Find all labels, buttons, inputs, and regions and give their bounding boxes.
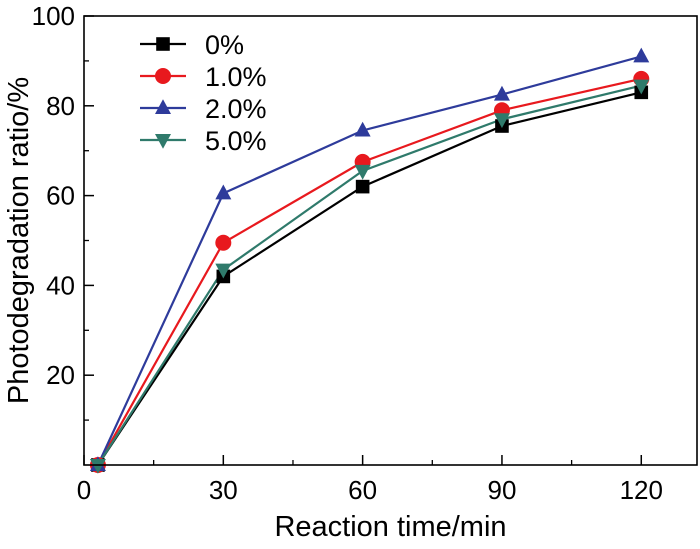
x-tick-label-3: 90 xyxy=(487,475,516,505)
x-tick-label-4: 120 xyxy=(620,475,663,505)
legend-marker-3 xyxy=(155,134,171,149)
axes-layer: 0 30 60 90 120 20 40 60 80 100 xyxy=(32,1,698,505)
data-point-s3-0 xyxy=(89,459,106,474)
legend-label-3: 5.0% xyxy=(205,126,267,156)
data-point-s1-1 xyxy=(215,234,232,251)
data-point-s3-3 xyxy=(493,113,510,129)
plot-layer xyxy=(89,47,650,474)
y-tick-label-3: 80 xyxy=(46,91,75,121)
data-point-s3-2 xyxy=(354,164,371,180)
data-point-s2-4 xyxy=(633,47,650,63)
y-tick-label-1: 40 xyxy=(46,270,75,300)
legend-label-0: 0% xyxy=(205,30,244,60)
y-tick-label-0: 20 xyxy=(46,360,75,390)
y-axis-title: Photodegradation ratio/% xyxy=(3,77,35,404)
x-tick-label-1: 30 xyxy=(209,475,238,505)
x-tick-label-0: 0 xyxy=(77,475,91,505)
x-axis-title: Reaction time/min xyxy=(274,511,506,543)
data-point-s2-1 xyxy=(215,184,232,200)
legend: 0%1.0%2.0%5.0% xyxy=(140,30,267,156)
data-point-s2-2 xyxy=(354,121,371,137)
data-point-s2-3 xyxy=(493,85,510,101)
legend-marker-2 xyxy=(155,99,171,114)
series-line-0 xyxy=(97,91,642,466)
series-line-3 xyxy=(97,84,642,466)
plot-frame xyxy=(83,15,698,466)
series-line-1 xyxy=(96,77,642,466)
legend-label-1: 1.0% xyxy=(205,62,267,92)
y-tick-label-2: 60 xyxy=(46,181,75,211)
data-point-s0-2 xyxy=(355,179,370,194)
data-point-s3-4 xyxy=(633,79,650,95)
legend-label-2: 2.0% xyxy=(205,94,267,124)
legend-marker-0 xyxy=(156,37,170,51)
series-line-2 xyxy=(96,55,642,466)
data-point-s3-1 xyxy=(215,263,232,279)
y-tick-label-4: 100 xyxy=(32,1,75,31)
x-tick-label-2: 60 xyxy=(348,475,377,505)
legend-marker-1 xyxy=(155,68,171,84)
